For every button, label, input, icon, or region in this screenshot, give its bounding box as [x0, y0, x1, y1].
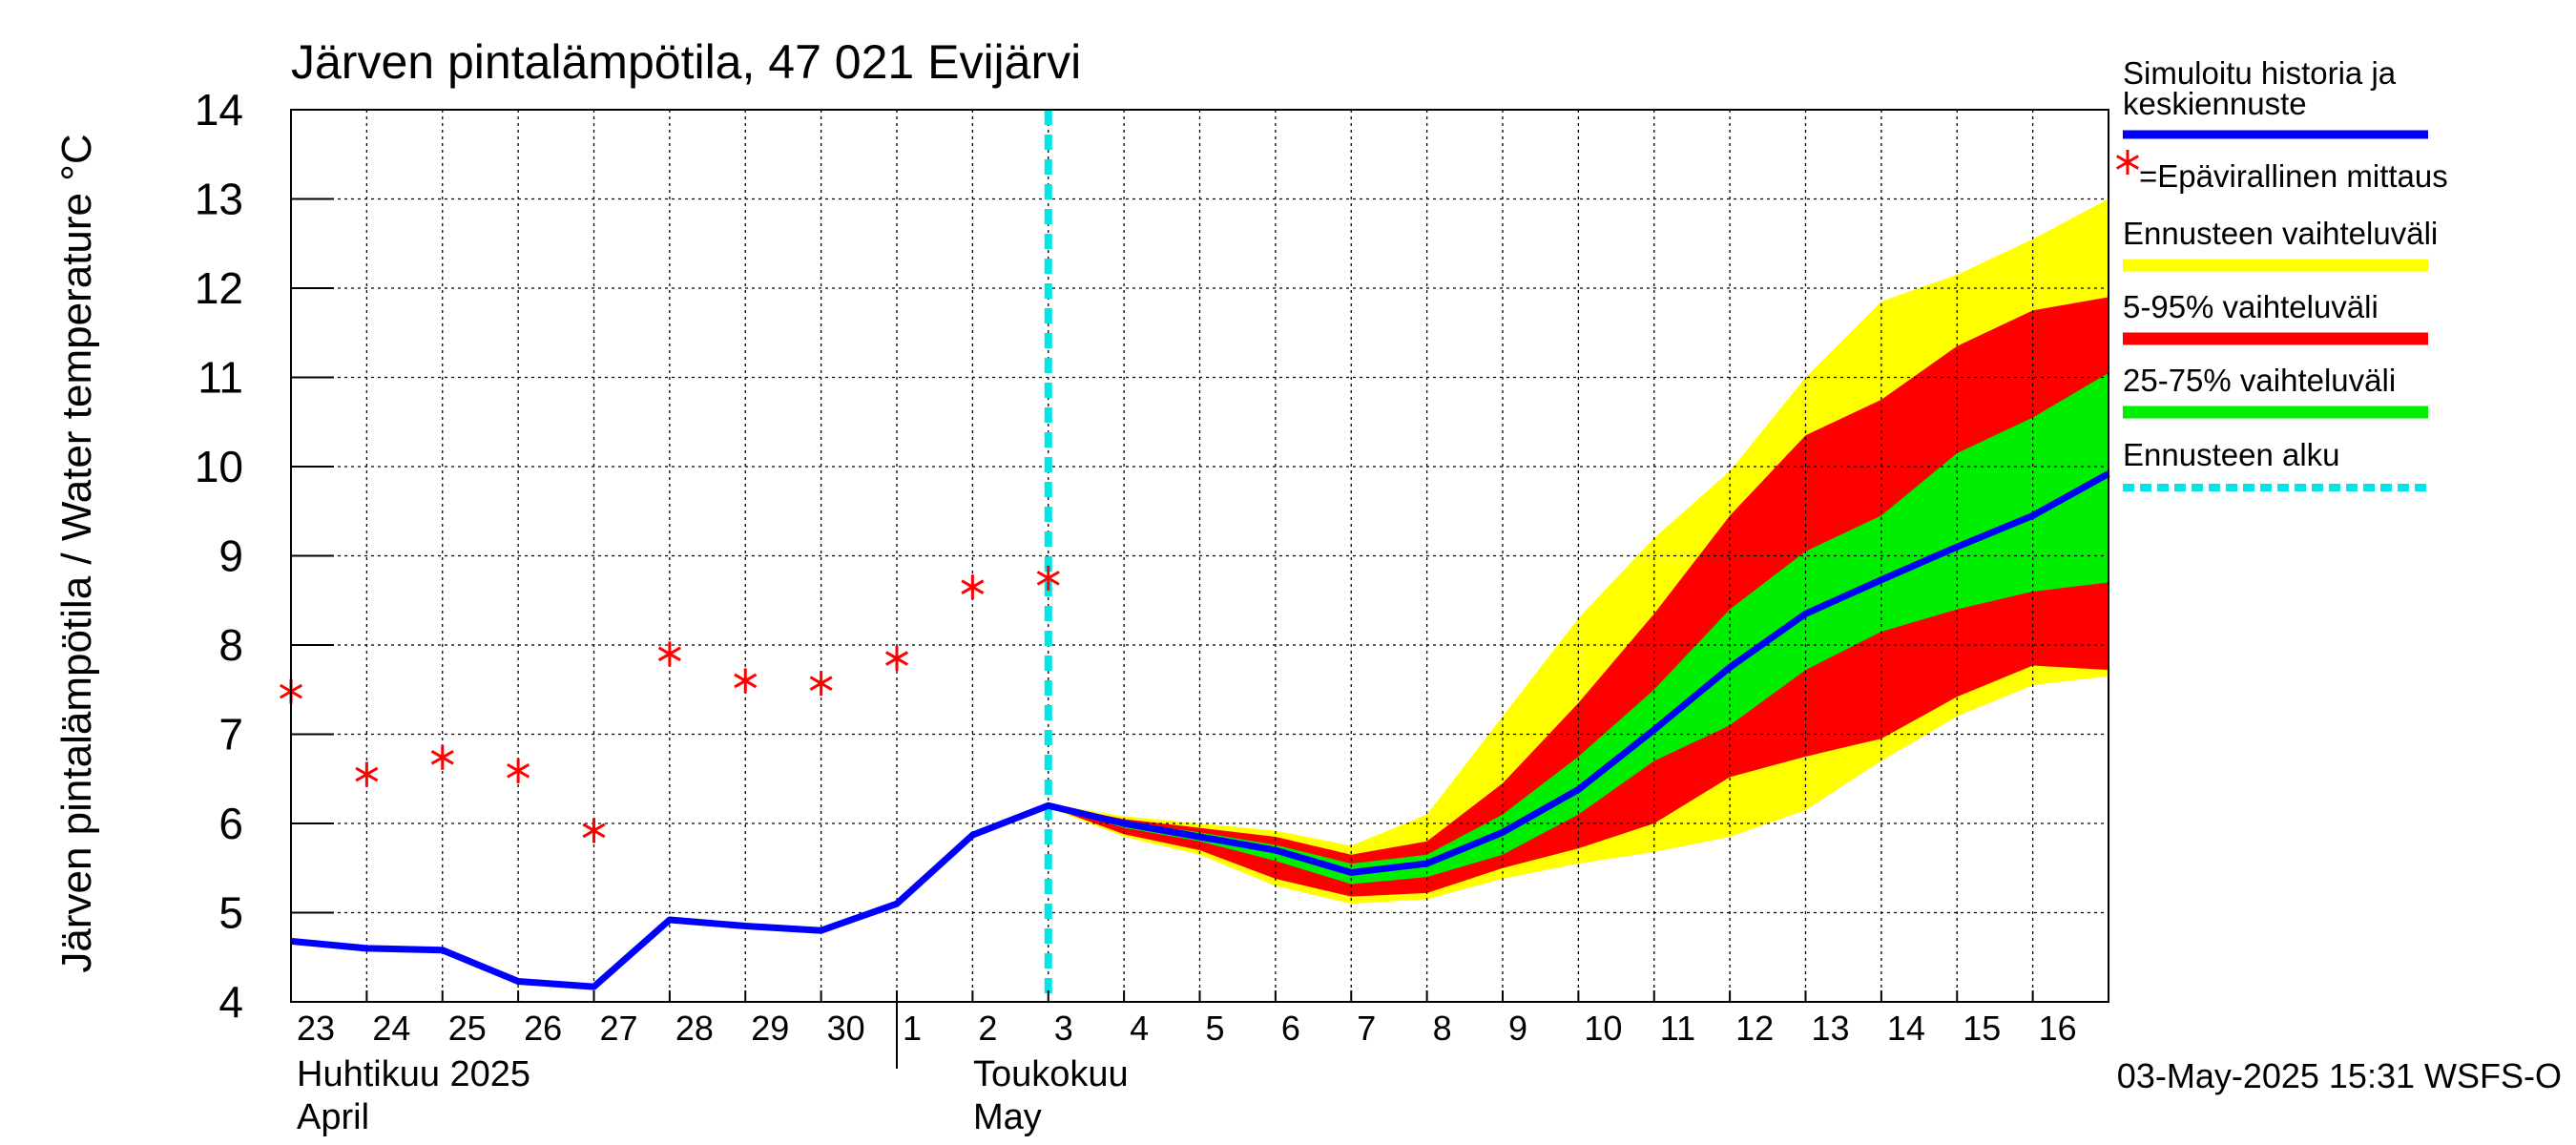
legend-label: Simuloitu historia ja: [2123, 55, 2397, 91]
footer-timestamp: 03-May-2025 15:31 WSFS-O: [2117, 1056, 2562, 1095]
x-tick-label: 6: [1281, 1009, 1300, 1048]
month-label-fi: Toukokuu: [973, 1054, 1129, 1094]
legend-label: 25-75% vaihteluväli: [2123, 363, 2396, 398]
y-tick-label: 8: [218, 620, 243, 670]
y-tick-label: 14: [195, 85, 243, 135]
marker-stroke: [355, 766, 379, 782]
x-tick-label: 27: [600, 1009, 638, 1048]
measurement-point: [884, 646, 909, 672]
legend-label: Ennusteen alku: [2123, 437, 2340, 472]
x-tick-label: 23: [297, 1009, 335, 1048]
legend-label: =Epävirallinen mittaus: [2139, 158, 2448, 194]
marker-stroke: [884, 651, 909, 666]
legend-label: keskiennuste: [2123, 86, 2307, 121]
x-tick-label: 8: [1433, 1009, 1452, 1048]
measurement-point: [582, 818, 606, 843]
x-tick-label: 7: [1357, 1009, 1376, 1048]
series-lines: [290, 470, 2110, 990]
marker-stroke: [809, 676, 833, 692]
x-tick-label: 24: [372, 1009, 410, 1048]
measurement-point: [809, 671, 833, 697]
marker-stroke: [430, 750, 454, 765]
x-tick-label: 30: [827, 1009, 865, 1048]
x-tick-label: 28: [675, 1009, 714, 1048]
marker-stroke: [734, 673, 758, 689]
y-axis-label: Järven pintalämpötila / Water temperatur…: [53, 134, 100, 972]
band-1: [1048, 297, 2109, 897]
x-tick-label: 10: [1584, 1009, 1622, 1048]
marker-stroke: [657, 646, 681, 662]
plot-area: [279, 109, 2110, 1003]
x-tick-label: 14: [1887, 1009, 1925, 1048]
x-tick-label: 3: [1054, 1009, 1073, 1048]
y-tick-label: 10: [195, 442, 243, 491]
y-tick-label: 9: [218, 531, 243, 581]
x-tick-label: 12: [1735, 1009, 1774, 1048]
marker-stroke: [961, 579, 985, 595]
x-tick-label: 5: [1206, 1009, 1225, 1048]
band-2: [1048, 372, 2109, 885]
measurement-point: [1036, 565, 1060, 591]
y-tick-label: 6: [218, 799, 243, 848]
y-tick-label: 12: [195, 263, 243, 313]
month-label-en: April: [297, 1097, 369, 1137]
x-tick-label: 2: [978, 1009, 997, 1048]
series-line-mean: [290, 470, 2110, 990]
y-tick-label: 13: [195, 175, 243, 224]
y-tick-label: 5: [218, 888, 243, 938]
x-axis-ticks: 23 24 25 26 27 28 29 30 1 2 3 4 5 6 7 8 9 10 11 12 13 14 15 16: [290, 990, 2077, 1048]
x-tick-label: 11: [1660, 1009, 1695, 1048]
y-tick-label: 7: [218, 710, 243, 760]
x-tick-label: 16: [2039, 1009, 2077, 1048]
x-tick-label: 15: [1963, 1009, 2001, 1048]
y-tick-label: 4: [218, 977, 243, 1027]
x-tick-label: 1: [903, 1009, 922, 1048]
measurement-point: [734, 668, 758, 694]
marker-stroke: [582, 822, 606, 839]
measurement-point: [657, 641, 681, 667]
y-tick-label: 11: [197, 353, 243, 403]
month-label-en: May: [973, 1097, 1042, 1137]
x-tick-label: 29: [751, 1009, 789, 1048]
legend-label: Ennusteen vaihteluväli: [2123, 216, 2438, 251]
x-tick-label: 9: [1508, 1009, 1527, 1048]
month-label-fi: Huhtikuu 2025: [297, 1054, 530, 1094]
forecast-bands: [1048, 198, 2109, 905]
chart-title: Järven pintalämpötila, 47 021 Evijärvi: [291, 35, 1081, 89]
measurement-point: [430, 744, 454, 770]
measurement-point: [355, 761, 379, 787]
x-tick-label: 25: [448, 1009, 487, 1048]
measurement-point: [507, 758, 530, 783]
grid: [291, 110, 2109, 1002]
measurement-point: [961, 574, 985, 600]
y-axis-ticks: 4 5 6 7 8 9 10 11 12 13 14: [195, 85, 334, 1027]
x-tick-label: 4: [1130, 1009, 1149, 1048]
legend-label: 5-95% vaihteluväli: [2123, 289, 2379, 324]
x-tick-label: 13: [1812, 1009, 1850, 1048]
marker-stroke: [1036, 571, 1060, 586]
marker-stroke: [507, 763, 530, 779]
x-tick-label: 26: [524, 1009, 562, 1048]
legend-marker-stroke: [2115, 155, 2140, 170]
